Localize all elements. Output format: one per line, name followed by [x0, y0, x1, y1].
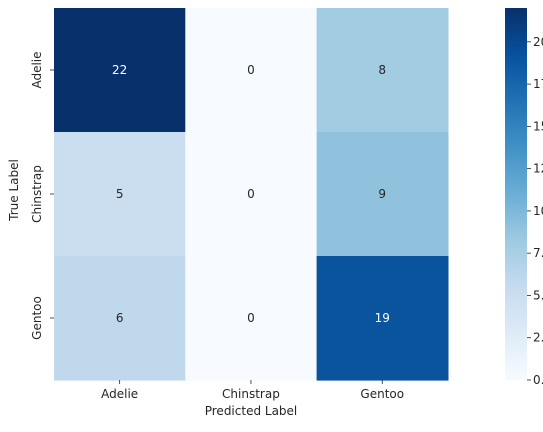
colorbar-tick-label: 0.0: [533, 373, 543, 387]
colorbar-tick-label: 10.0: [533, 204, 543, 218]
cell-value-label: 22: [112, 63, 127, 77]
y-tick-label: Adelie: [30, 51, 44, 88]
colorbar-tick-label: 12.5: [533, 162, 543, 176]
y-tick-label: Gentoo: [30, 296, 44, 340]
x-tick-label: Adelie: [101, 387, 138, 401]
cell-value-label: 5: [116, 187, 124, 201]
cell-value-label: 8: [378, 63, 386, 77]
heatmap-cell: [185, 256, 318, 381]
y-tick-label: Chinstrap: [30, 165, 44, 223]
x-tick-label: Chinstrap: [222, 387, 280, 401]
colorbar: [505, 8, 527, 380]
colorbar-tick-label: 20.0: [533, 35, 543, 49]
cell-value-label: 9: [378, 187, 386, 201]
cell-value-label: 0: [247, 63, 255, 77]
x-axis-ticks: Adelie Chinstrap Gentoo: [101, 380, 404, 401]
x-axis-label: Predicted Label: [205, 404, 298, 418]
cell-annotations: 22 0 8 5 0 9 6 0 19: [112, 63, 390, 325]
colorbar-tick-label: 15.0: [533, 119, 543, 133]
cell-value-label: 19: [375, 311, 390, 325]
heatmap-cell: [185, 132, 318, 257]
colorbar-ticks: 0.0 2.5 5.0 7.5 10.0 12.5 15.0 17.5 20.0: [527, 35, 543, 387]
cell-value-label: 0: [247, 187, 255, 201]
heatmap-cell: [185, 8, 318, 133]
cell-value-label: 6: [116, 311, 124, 325]
heatmap-cell: [54, 132, 186, 257]
y-axis-label: True Label: [7, 159, 21, 222]
colorbar-tick-label: 5.0: [533, 288, 543, 302]
cell-value-label: 0: [247, 311, 255, 325]
heatmap-cell: [316, 132, 449, 257]
heatmap-cell: [54, 256, 186, 381]
heatmap-cell: [316, 8, 449, 133]
colorbar-tick-label: 7.5: [533, 246, 543, 260]
heatmap-cells: [54, 8, 449, 381]
colorbar-tick-label: 17.5: [533, 77, 543, 91]
heatmap-cell: [316, 256, 449, 381]
x-tick-label: Gentoo: [360, 387, 404, 401]
heatmap-cell: [54, 8, 186, 133]
colorbar-tick-label: 2.5: [533, 331, 543, 345]
y-axis-ticks: Adelie Chinstrap Gentoo: [30, 51, 54, 340]
